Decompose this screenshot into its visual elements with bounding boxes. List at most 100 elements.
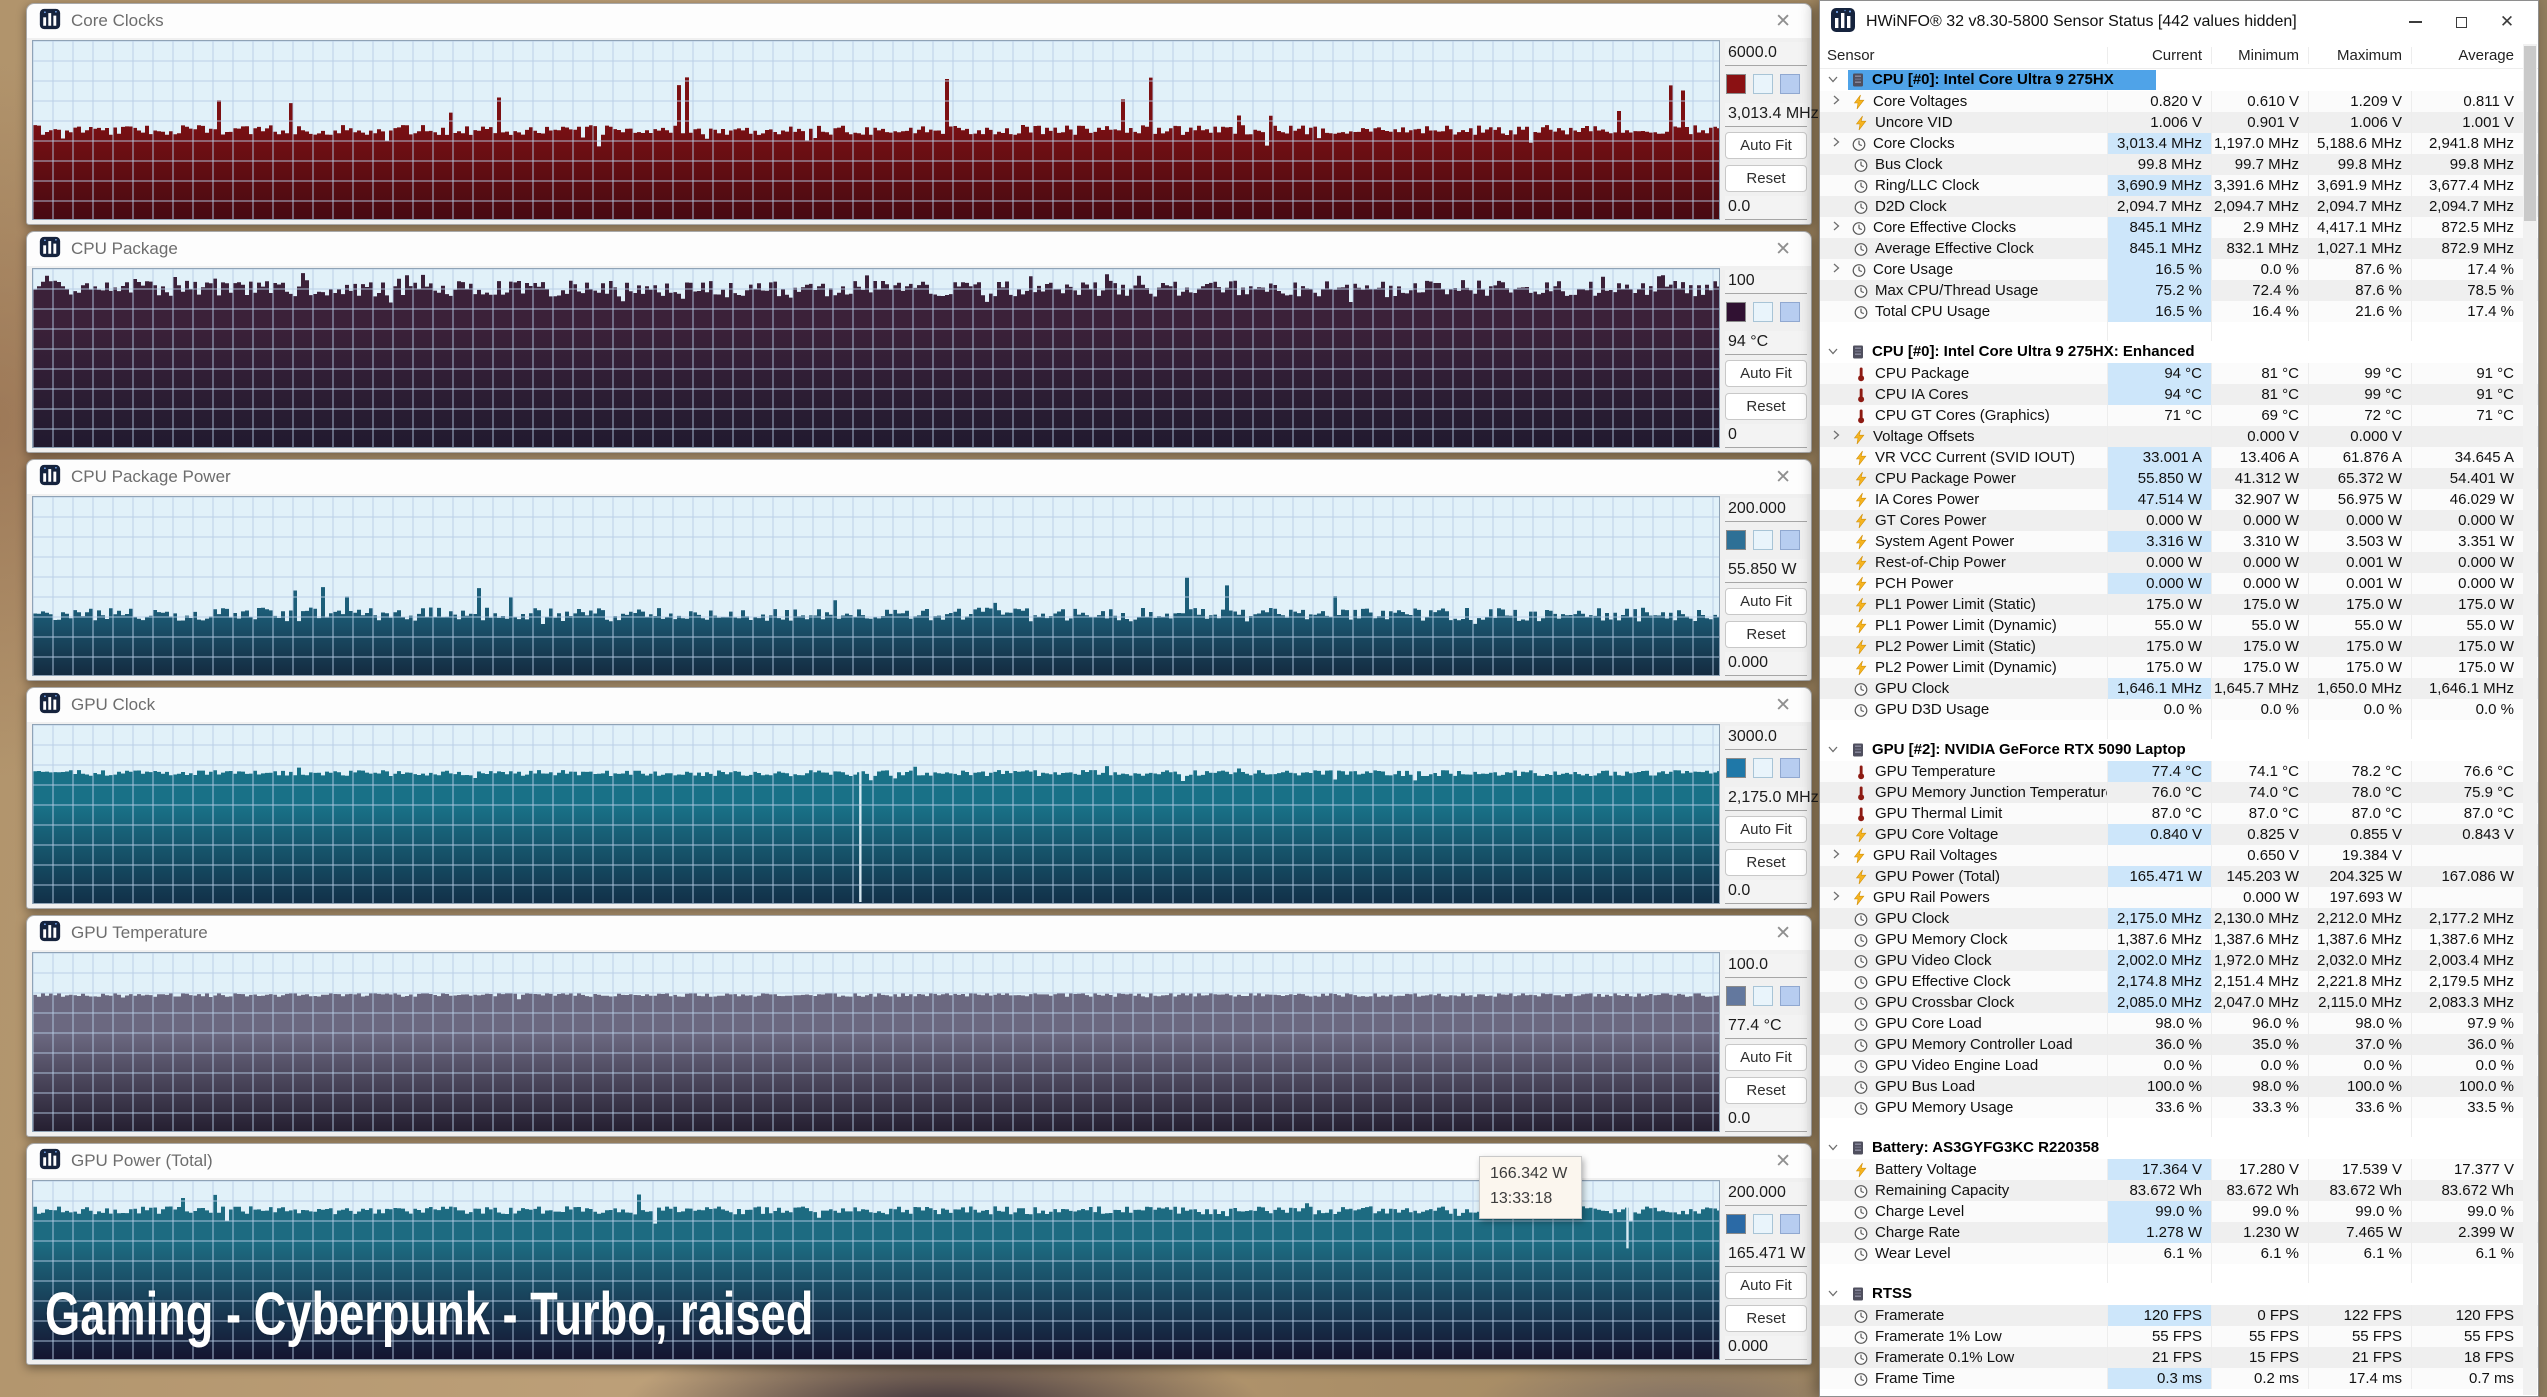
sensor-row[interactable]: Core Voltages0.820 V0.610 V1.209 V0.811 …	[1820, 91, 2538, 112]
auto-fit-button[interactable]: Auto Fit	[1725, 1044, 1807, 1071]
sensor-row[interactable]: Bus Clock99.8 MHz99.7 MHz99.8 MHz99.8 MH…	[1820, 154, 2538, 175]
sensor-row[interactable]: GPU Memory Junction Temperature76.0 °C74…	[1820, 782, 2538, 803]
sensor-row[interactable]: GPU Power (Total)165.471 W145.203 W204.3…	[1820, 866, 2538, 887]
chevron-right-icon[interactable]	[1830, 219, 1845, 236]
sensor-row[interactable]: GPU Rail Powers0.000 W197.693 W	[1820, 887, 2538, 908]
sensor-row[interactable]: GPU Video Engine Load0.0 %0.0 %0.0 %0.0 …	[1820, 1055, 2538, 1076]
scale-min-field[interactable]: 0.0	[1725, 880, 1807, 904]
scale-min-field[interactable]: 0.000	[1725, 1336, 1807, 1360]
auto-fit-button[interactable]: Auto Fit	[1725, 588, 1807, 615]
auto-fit-button[interactable]: Auto Fit	[1725, 132, 1807, 159]
close-icon[interactable]: ✕	[1767, 922, 1799, 945]
close-icon[interactable]: ✕	[1767, 1150, 1799, 1173]
scale-min-field[interactable]: 0.0	[1725, 1108, 1807, 1132]
sensor-row[interactable]: Wear Level6.1 %6.1 %6.1 %6.1 %	[1820, 1243, 2538, 1264]
reset-button[interactable]: Reset	[1725, 393, 1807, 420]
scrollbar-thumb[interactable]	[2524, 46, 2536, 221]
sensor-row[interactable]: Voltage Offsets0.000 V0.000 V	[1820, 426, 2538, 447]
sensor-graph[interactable]	[32, 40, 1720, 220]
chevron-right-icon[interactable]	[1830, 93, 1845, 110]
sensor-row[interactable]: GPU Core Load98.0 %96.0 %98.0 %97.9 %	[1820, 1013, 2538, 1034]
grid-color-swatch[interactable]	[1780, 1214, 1800, 1234]
chevron-right-icon[interactable]	[1830, 261, 1845, 278]
sensor-row[interactable]: PL1 Power Limit (Dynamic)55.0 W55.0 W55.…	[1820, 615, 2538, 636]
sensor-row[interactable]: System Agent Power3.316 W3.310 W3.503 W3…	[1820, 531, 2538, 552]
sensor-row[interactable]: Ring/LLC Clock3,690.9 MHz3,391.6 MHz3,69…	[1820, 175, 2538, 196]
background-color-swatch[interactable]	[1753, 302, 1773, 322]
grid-color-swatch[interactable]	[1780, 302, 1800, 322]
series-color-swatch[interactable]	[1726, 758, 1746, 778]
sensor-row[interactable]: Charge Rate1.278 W1.230 W7.465 W2.399 W	[1820, 1222, 2538, 1243]
series-color-swatch[interactable]	[1726, 986, 1746, 1006]
column-average[interactable]: Average	[2411, 47, 2523, 64]
sensor-section-header[interactable]: RTSS	[1820, 1283, 2538, 1305]
reset-button[interactable]: Reset	[1725, 621, 1807, 648]
sensor-row[interactable]: GPU Thermal Limit87.0 °C87.0 °C87.0 °C87…	[1820, 803, 2538, 824]
sensor-row[interactable]: Core Usage16.5 %0.0 %87.6 %17.4 %	[1820, 259, 2538, 280]
sensor-row[interactable]: Total CPU Usage16.5 %16.4 %21.6 %17.4 %	[1820, 301, 2538, 322]
auto-fit-button[interactable]: Auto Fit	[1725, 1272, 1807, 1299]
close-icon[interactable]: ✕	[1767, 238, 1799, 261]
column-maximum[interactable]: Maximum	[2308, 47, 2411, 64]
background-color-swatch[interactable]	[1753, 986, 1773, 1006]
reset-button[interactable]: Reset	[1725, 1305, 1807, 1332]
current-value-field[interactable]: 77.4 °C	[1725, 1015, 1807, 1039]
sensor-row[interactable]: Battery Voltage17.364 V17.280 V17.539 V1…	[1820, 1159, 2538, 1180]
sensor-row[interactable]: D2D Clock2,094.7 MHz2,094.7 MHz2,094.7 M…	[1820, 196, 2538, 217]
background-color-swatch[interactable]	[1753, 1214, 1773, 1234]
sensor-row[interactable]: GPU Crossbar Clock2,085.0 MHz2,047.0 MHz…	[1820, 992, 2538, 1013]
scale-max-field[interactable]: 100	[1725, 270, 1807, 294]
chevron-right-icon[interactable]	[1830, 428, 1845, 445]
sensor-row[interactable]: GPU Clock2,175.0 MHz2,130.0 MHz2,212.0 M…	[1820, 908, 2538, 929]
close-button[interactable]: ✕	[2484, 5, 2530, 39]
reset-button[interactable]: Reset	[1725, 165, 1807, 192]
vertical-scrollbar[interactable]	[2523, 44, 2537, 1395]
chevron-down-icon[interactable]	[1827, 1286, 1842, 1303]
graph-window-titlebar[interactable]: GPU Temperature✕	[27, 916, 1811, 950]
scale-min-field[interactable]: 0.000	[1725, 652, 1807, 676]
sensor-row[interactable]: GPU Video Clock2,002.0 MHz1,972.0 MHz2,0…	[1820, 950, 2538, 971]
scale-max-field[interactable]: 100.0	[1725, 954, 1807, 978]
sensor-row[interactable]: PCH Power0.000 W0.000 W0.001 W0.000 W	[1820, 573, 2538, 594]
sensor-row[interactable]: GPU Rail Voltages0.650 V19.384 V	[1820, 845, 2538, 866]
series-color-swatch[interactable]	[1726, 74, 1746, 94]
scale-max-field[interactable]: 200.000	[1725, 1182, 1807, 1206]
series-color-swatch[interactable]	[1726, 1214, 1746, 1234]
graph-window-titlebar[interactable]: GPU Clock✕	[27, 688, 1811, 722]
sensor-row[interactable]: VR VCC Current (SVID IOUT)33.001 A13.406…	[1820, 447, 2538, 468]
minimize-button[interactable]	[2392, 5, 2438, 39]
sensor-graph[interactable]	[32, 268, 1720, 448]
sensor-graph[interactable]	[32, 952, 1720, 1132]
sensor-graph[interactable]: Gaming - Cyberpunk - Turbo, raised	[32, 1180, 1720, 1360]
chevron-right-icon[interactable]	[1830, 135, 1845, 152]
sensor-section-header[interactable]: CPU [#0]: Intel Core Ultra 9 275HX	[1820, 69, 2538, 91]
sensor-graph[interactable]	[32, 496, 1720, 676]
reset-button[interactable]: Reset	[1725, 1077, 1807, 1104]
sensor-section-header[interactable]: GPU [#2]: NVIDIA GeForce RTX 5090 Laptop	[1820, 739, 2538, 761]
sensor-row[interactable]: Frame Time0.3 ms0.2 ms17.4 ms0.7 ms	[1820, 1368, 2538, 1389]
sensor-row[interactable]: GPU Memory Clock1,387.6 MHz1,387.6 MHz1,…	[1820, 929, 2538, 950]
sensor-row[interactable]: GPU Clock1,646.1 MHz1,645.7 MHz1,650.0 M…	[1820, 678, 2538, 699]
current-value-field[interactable]: 165.471 W	[1725, 1243, 1807, 1267]
auto-fit-button[interactable]: Auto Fit	[1725, 816, 1807, 843]
maximize-button[interactable]	[2438, 5, 2484, 39]
scale-min-field[interactable]: 0	[1725, 424, 1807, 448]
sensor-section-header[interactable]: Battery: AS3GYFG3KC R220358	[1820, 1137, 2538, 1159]
chevron-right-icon[interactable]	[1830, 889, 1845, 906]
chevron-right-icon[interactable]	[1830, 847, 1845, 864]
sensor-row[interactable]: CPU GT Cores (Graphics)71 °C69 °C72 °C71…	[1820, 405, 2538, 426]
current-value-field[interactable]: 2,175.0 MHz	[1725, 787, 1807, 811]
graph-window-titlebar[interactable]: CPU Package Power✕	[27, 460, 1811, 494]
grid-color-swatch[interactable]	[1780, 758, 1800, 778]
sensor-row[interactable]: Rest-of-Chip Power0.000 W0.000 W0.001 W0…	[1820, 552, 2538, 573]
current-value-field[interactable]: 94 °C	[1725, 331, 1807, 355]
background-color-swatch[interactable]	[1753, 74, 1773, 94]
current-value-field[interactable]: 3,013.4 MHz	[1725, 103, 1807, 127]
sensor-row[interactable]: Max CPU/Thread Usage75.2 %72.4 %87.6 %78…	[1820, 280, 2538, 301]
current-value-field[interactable]: 55.850 W	[1725, 559, 1807, 583]
background-color-swatch[interactable]	[1753, 530, 1773, 550]
sensor-row[interactable]: IA Cores Power47.514 W32.907 W56.975 W46…	[1820, 489, 2538, 510]
sensor-row[interactable]: GPU Temperature77.4 °C74.1 °C78.2 °C76.6…	[1820, 761, 2538, 782]
sensor-row[interactable]: CPU Package Power55.850 W41.312 W65.372 …	[1820, 468, 2538, 489]
sensor-row[interactable]: GPU Memory Usage33.6 %33.3 %33.6 %33.5 %	[1820, 1097, 2538, 1118]
